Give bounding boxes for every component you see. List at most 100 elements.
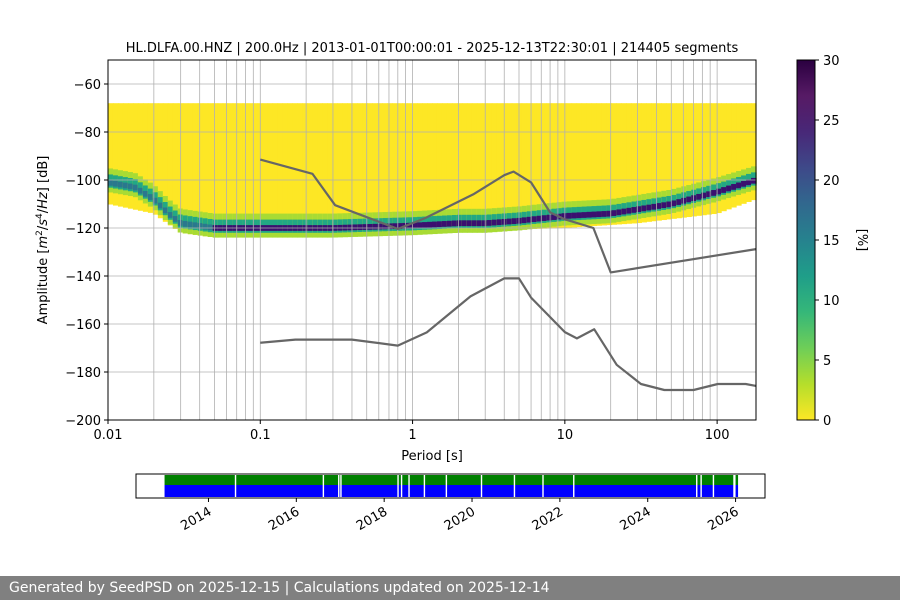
coverage-gap: [445, 475, 448, 497]
psd-density-cell: [491, 219, 498, 226]
coverage-bar-bottom: [164, 485, 734, 497]
psd-density-cell: [511, 103, 518, 230]
psd-density-cell: [347, 224, 353, 231]
colorbar-label: [%]: [854, 229, 869, 252]
psd-density-cell: [486, 220, 493, 226]
psd-density-cell: [441, 221, 448, 227]
psd-density-cell: [272, 103, 279, 233]
psd-density-cell: [696, 193, 702, 200]
psd-density-cell: [751, 177, 757, 184]
psd-density-cell: [451, 103, 458, 232]
coverage-gap: [234, 475, 237, 497]
psd-density-cell: [377, 103, 383, 233]
psd-density-cell: [432, 103, 438, 233]
coverage-gap: [400, 475, 403, 497]
psd-density-cell: [252, 103, 259, 234]
psd-density-cell: [192, 103, 199, 235]
psd-density-cell: [626, 207, 632, 214]
x-tick-label: 0.01: [94, 428, 123, 443]
psd-density-cell: [471, 220, 478, 227]
psd-density-cell: [117, 181, 124, 188]
psd-density-cell: [342, 103, 348, 233]
psd-density-cell: [731, 184, 737, 190]
psd-density-cell: [137, 103, 144, 211]
psd-density-cell: [167, 103, 174, 226]
psd-density-cell: [541, 103, 548, 229]
psd-density-cell: [541, 215, 548, 221]
psd-density-cell: [202, 223, 209, 230]
psd-density-cell: [661, 202, 667, 209]
psd-density-cell: [227, 103, 234, 236]
psd-density-cell: [481, 103, 488, 231]
psd-density-cell: [676, 103, 682, 219]
coverage-bar-bottom: [735, 485, 739, 497]
psd-density-cell: [357, 103, 363, 233]
psd-density-cell: [656, 103, 662, 221]
y-tick-label: −100: [65, 174, 101, 189]
psd-density-cell: [441, 103, 448, 232]
psd-density-cell: [726, 185, 732, 192]
psd-density-cell: [736, 103, 742, 206]
psd-density-cell: [556, 103, 563, 229]
psd-density-cell: [262, 103, 269, 233]
psd-density-cell: [576, 103, 583, 228]
psd-density-cell: [681, 197, 687, 204]
coverage-gap: [340, 475, 342, 497]
colorbar-tick-label: 25: [823, 114, 840, 129]
psd-density-cell: [132, 103, 139, 210]
psd-density-cell: [726, 103, 732, 210]
psd-density-cell: [676, 199, 682, 205]
colorbar-tick-label: 15: [823, 234, 840, 249]
psd-density-cell: [476, 220, 483, 227]
x-tick-label: 1: [408, 428, 416, 443]
psd-density-cell: [616, 209, 623, 216]
psd-density-cell: [641, 205, 647, 212]
psd-density-cell: [412, 222, 418, 229]
figure: HL.DLFA.00.HNZ | 200.0Hz | 2013-01-01T00…: [35, 41, 869, 534]
psd-plot: 0.01 0.1 1 10 100 −60 −80 −100 −120 −140 −160 −180…: [65, 59, 757, 443]
psd-density-cell: [377, 223, 383, 230]
psd-density-cell: [681, 103, 687, 218]
psd-density-cell: [671, 103, 677, 219]
psd-density-cell: [117, 103, 124, 207]
psd-density-cell: [481, 220, 488, 227]
psd-density-cell: [307, 103, 313, 233]
coverage-timeline: 2014 2016 2018 2020 2022 2024 2026: [135, 473, 766, 534]
psd-density-cell: [397, 223, 403, 229]
psd-density-cell: [551, 214, 558, 220]
psd-density-cell: [751, 103, 757, 201]
y-tick-label: −120: [65, 222, 101, 237]
psd-density-cell: [247, 103, 254, 234]
psd-density-cell: [466, 220, 473, 227]
psd-density-cell: [367, 103, 373, 233]
psd-density-cell: [317, 103, 323, 233]
psd-density-cell: [432, 221, 438, 228]
psd-density-cell: [422, 222, 428, 228]
coverage-bar-top: [735, 475, 739, 485]
psd-density-cell: [646, 204, 652, 211]
psd-density-cell: [586, 103, 593, 227]
psd-density-cell: [496, 219, 503, 226]
psd-density-cell: [352, 224, 358, 231]
psd-density-cell: [706, 191, 712, 198]
psd-density-cell: [596, 103, 603, 226]
psd-density-cell: [427, 103, 433, 233]
psd-density-cell: [417, 222, 423, 229]
psd-density-cell: [297, 103, 303, 233]
colorbar-tick-label: 20: [823, 174, 840, 189]
psd-density-cell: [152, 103, 159, 215]
coverage-gap: [733, 475, 736, 497]
psd-density-cell: [546, 214, 553, 221]
psd-density-cell: [108, 103, 114, 205]
coverage-gap: [573, 475, 575, 497]
psd-density-cell: [706, 103, 712, 215]
psd-density-cell: [731, 103, 737, 208]
psd-density-cell: [332, 103, 338, 233]
psd-density-cell: [701, 103, 707, 216]
psd-density-cell: [571, 212, 578, 219]
psd-density-cell: [636, 206, 642, 213]
low-noise-model-line: [260, 277, 757, 392]
psd-density-cell: [721, 187, 727, 193]
psd-density-cell: [417, 103, 423, 233]
psd-density-cell: [661, 103, 667, 221]
